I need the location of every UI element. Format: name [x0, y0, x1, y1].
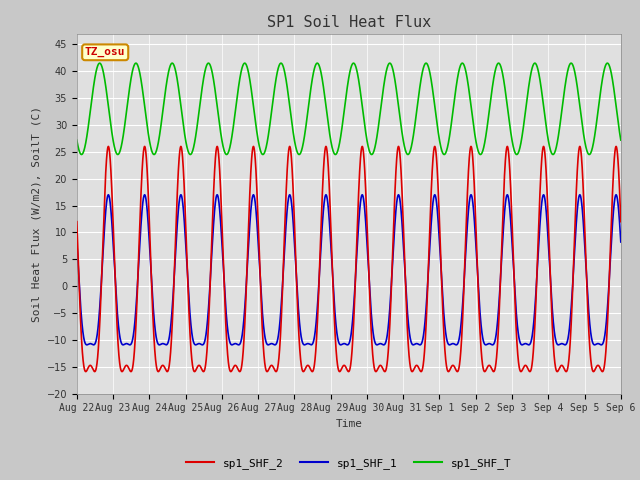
sp1_SHF_2: [270, 365, 278, 371]
sp1_SHF_T: [241, 60, 248, 66]
sp1_SHF_2: [419, 366, 426, 372]
sp1_SHF_2: [250, 144, 257, 149]
sp1_SHF_1: [617, 239, 625, 245]
sp1_SHF_1: [73, 239, 81, 245]
sp1_SHF_2: [554, 369, 561, 374]
Line: sp1_SHF_2: sp1_SHF_2: [77, 146, 621, 372]
sp1_SHF_T: [395, 105, 403, 111]
sp1_SHF_T: [506, 119, 513, 124]
Line: sp1_SHF_1: sp1_SHF_1: [77, 195, 621, 345]
sp1_SHF_1: [506, 201, 513, 207]
Line: sp1_SHF_T: sp1_SHF_T: [77, 63, 621, 155]
sp1_SHF_2: [617, 219, 625, 225]
sp1_SHF_1: [250, 192, 257, 198]
sp1_SHF_1: [270, 342, 278, 348]
sp1_SHF_1: [419, 337, 426, 343]
sp1_SHF_T: [419, 69, 426, 74]
sp1_SHF_T: [270, 91, 278, 97]
sp1_SHF_2: [100, 205, 108, 211]
Legend: sp1_SHF_2, sp1_SHF_1, sp1_SHF_T: sp1_SHF_2, sp1_SHF_1, sp1_SHF_T: [182, 453, 516, 473]
sp1_SHF_T: [73, 137, 81, 143]
sp1_SHF_2: [476, 331, 484, 337]
sp1_SHF_T: [100, 73, 108, 79]
sp1_SHF_2: [73, 219, 81, 225]
sp1_SHF_1: [410, 342, 417, 348]
X-axis label: Time: Time: [335, 419, 362, 429]
sp1_SHF_T: [617, 137, 625, 143]
sp1_SHF_T: [440, 152, 448, 157]
sp1_SHF_T: [476, 152, 484, 157]
sp1_SHF_1: [100, 231, 108, 237]
Title: SP1 Soil Heat Flux: SP1 Soil Heat Flux: [267, 15, 431, 30]
Text: TZ_osu: TZ_osu: [85, 47, 125, 58]
sp1_SHF_2: [506, 157, 513, 163]
sp1_SHF_1: [395, 192, 403, 198]
sp1_SHF_1: [476, 313, 484, 319]
Y-axis label: Soil Heat Flux (W/m2), SoilT (C): Soil Heat Flux (W/m2), SoilT (C): [31, 106, 41, 322]
sp1_SHF_2: [395, 144, 403, 150]
